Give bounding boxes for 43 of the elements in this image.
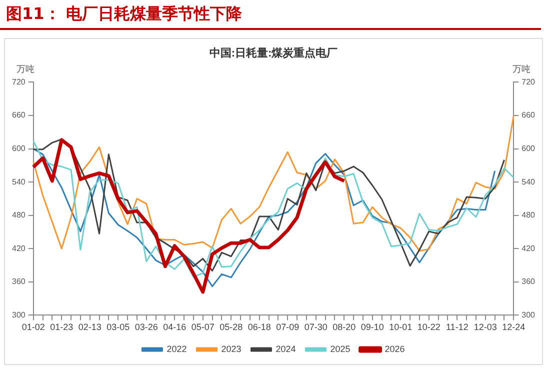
chart-title: 图11： 电厂日耗煤量季节性下降 <box>0 0 541 30</box>
x-tick-label: 09-10 <box>360 322 384 332</box>
y-tick-label: 600 <box>12 144 26 153</box>
x-tick-label: 05-28 <box>220 322 243 332</box>
legend-label: 2025 <box>330 344 350 354</box>
legend-label: 2022 <box>166 344 187 354</box>
x-tick-label: 04-16 <box>163 322 186 332</box>
x-tick-label: 03-26 <box>134 322 158 332</box>
x-tick-label: 12-03 <box>474 322 497 332</box>
y2-tick-label: 480 <box>522 210 536 220</box>
y-tick-label: 720 <box>12 77 26 86</box>
x-tick-label: 01-02 <box>22 322 45 332</box>
x-tick-label: 11-12 <box>446 322 468 332</box>
y2-tick-label: 720 <box>522 77 536 86</box>
y2-tick-label: 600 <box>522 144 536 153</box>
y-tick-label: 360 <box>12 277 26 286</box>
legend-label: 2026 <box>384 344 405 354</box>
x-tick-label: 03-05 <box>106 322 130 332</box>
legend-label: 2023 <box>221 344 242 354</box>
x-tick-label: 05-07 <box>191 322 214 332</box>
y2-axis-title: 万吨 <box>512 64 531 76</box>
y-tick-label: 420 <box>12 244 26 253</box>
y2-tick-label: 360 <box>522 277 536 286</box>
x-tick-label: 01-23 <box>50 322 74 332</box>
x-tick-label: 06-18 <box>248 322 271 332</box>
legend-label: 2024 <box>276 344 296 354</box>
x-tick-label: 07-30 <box>304 322 328 332</box>
x-tick-label: 02-13 <box>78 322 102 332</box>
y2-tick-label: 300 <box>522 310 536 320</box>
x-tick-label: 12-24 <box>502 322 526 332</box>
y-tick-label: 540 <box>12 177 26 186</box>
x-tick-label: 08-20 <box>332 322 356 332</box>
y-tick-label: 480 <box>12 210 26 220</box>
y2-tick-label: 540 <box>522 177 536 186</box>
x-tick-label: 07-09 <box>276 322 300 332</box>
y2-tick-label: 420 <box>522 244 536 253</box>
x-tick-label: 10-22 <box>417 322 440 332</box>
y-tick-label: 300 <box>12 310 26 320</box>
chart-subtitle: 中国:日耗量:煤炭重点电厂 <box>209 46 338 60</box>
y-axis-title: 万吨 <box>16 64 34 76</box>
x-tick-label: 10-01 <box>389 322 412 332</box>
y2-tick-label: 660 <box>522 110 536 120</box>
y-tick-label: 660 <box>12 110 26 120</box>
